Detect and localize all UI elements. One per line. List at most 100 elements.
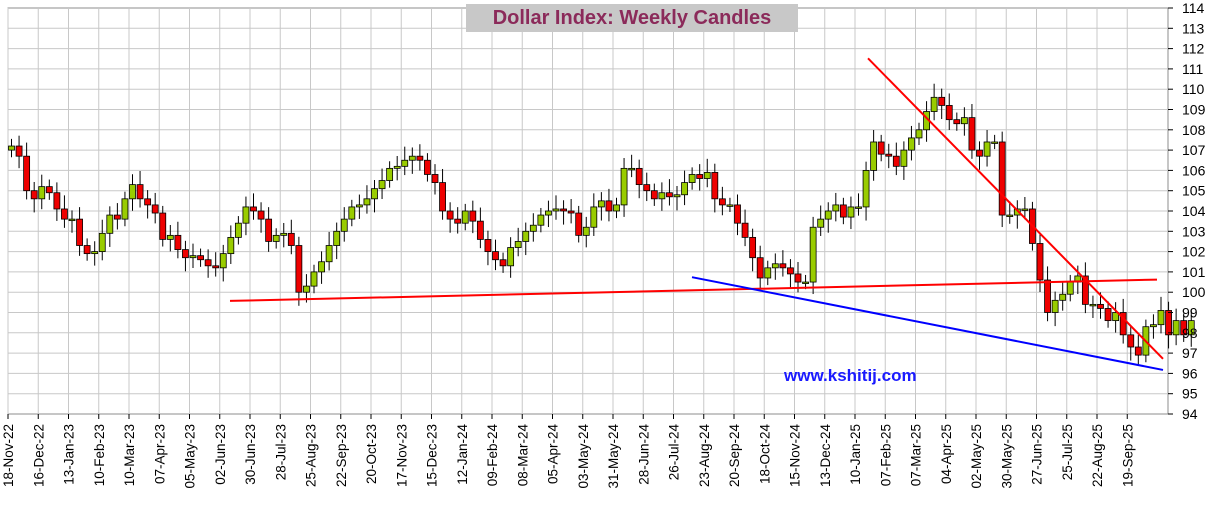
candle-down — [197, 255, 204, 261]
x-tick-label: 20-Oct-23 — [364, 424, 379, 484]
candle-up — [1157, 310, 1165, 326]
x-tick-label: 09-Feb-24 — [485, 424, 500, 487]
y-tick-label: 99 — [1182, 305, 1198, 321]
x-tick-label: 31-May-24 — [606, 424, 621, 489]
candle-up — [129, 184, 136, 200]
x-tick-label: 10-Feb-23 — [92, 424, 107, 486]
candle-down — [431, 174, 439, 183]
candle-up — [522, 230, 530, 242]
candle-up — [227, 236, 235, 255]
candle-down — [424, 159, 431, 175]
candle-up — [529, 224, 537, 232]
x-tick-label: 25-Jul-25 — [1060, 424, 1075, 480]
candle-up — [38, 186, 46, 200]
x-tick-label: 19-Sep-25 — [1120, 424, 1135, 487]
x-tick-label: 02-Jun-23 — [213, 424, 228, 485]
candle-up — [900, 149, 908, 167]
x-tick-label: 07-Apr-23 — [152, 424, 167, 484]
y-tick-label: 100 — [1182, 284, 1206, 300]
candle-down — [779, 263, 787, 269]
y-tick-label: 107 — [1182, 142, 1206, 158]
candle-down — [1119, 312, 1127, 336]
y-tick-label: 95 — [1182, 386, 1198, 402]
y-axis: 94 95 96 97 98 99 100 101 102 103 104 105 106 107 108 1… — [1168, 0, 1206, 422]
candle-up — [1172, 320, 1180, 336]
x-tick-label: 20-Sep-24 — [727, 424, 742, 488]
candle-down — [287, 232, 295, 246]
y-tick-label: 94 — [1182, 406, 1198, 422]
candle-up — [106, 214, 114, 234]
x-tick-label: 07-Mar-25 — [909, 424, 924, 486]
candle-down — [711, 172, 719, 200]
candle-up — [1112, 312, 1120, 322]
candle-up — [597, 200, 605, 208]
candle-down — [484, 239, 492, 252]
candle-up — [340, 218, 348, 232]
x-tick-label: 16-Dec-22 — [31, 424, 46, 487]
x-tick-label: 30-Jun-23 — [243, 424, 258, 485]
candle-up — [681, 182, 688, 196]
candle-down — [76, 218, 83, 246]
x-tick-label: 05-May-23 — [183, 424, 198, 489]
candle-up — [613, 204, 620, 212]
x-tick-label: 13-Jan-23 — [62, 424, 77, 485]
lower-channel-line — [691, 276, 1164, 371]
candle-down — [1104, 308, 1112, 322]
candle-up — [272, 234, 280, 242]
candle-up — [1021, 208, 1029, 211]
y-tick-label: 101 — [1182, 264, 1206, 280]
candle-up — [817, 218, 825, 228]
candle-up — [1066, 281, 1074, 295]
candle-down — [53, 192, 61, 210]
candle-down — [250, 206, 257, 212]
candle-up — [628, 167, 636, 171]
candle-up — [219, 253, 227, 269]
candle-up — [408, 155, 416, 161]
candle-up — [930, 96, 938, 112]
x-tick-label: 28-Jun-24 — [636, 424, 651, 485]
y-tick-label: 103 — [1182, 223, 1206, 239]
candle-up — [908, 137, 915, 151]
candle-up — [658, 192, 666, 200]
x-tick-label: 18-Oct-24 — [757, 424, 772, 485]
candle-down — [1097, 303, 1104, 309]
candle-up — [855, 206, 862, 209]
candle-down — [968, 117, 976, 151]
candle-down — [605, 200, 613, 212]
candle-up — [1187, 320, 1195, 336]
candle-up — [673, 194, 681, 198]
chart-grid — [7, 7, 1169, 415]
candle-down — [446, 210, 454, 220]
candle-up — [847, 206, 855, 218]
candle-down — [892, 155, 900, 167]
candle-up — [832, 204, 840, 212]
falling-resistance-line — [867, 57, 1164, 360]
candle-down — [885, 153, 893, 157]
chart-title: Dollar Index: Weekly Candles — [492, 7, 772, 29]
x-tick-label: 05-Apr-24 — [546, 424, 561, 485]
candle-up — [620, 167, 628, 206]
y-tick-label: 112 — [1182, 41, 1205, 57]
y-tick-label: 97 — [1182, 345, 1198, 361]
x-tick-label: 27-Jun-25 — [1030, 424, 1045, 485]
candle-down — [1180, 320, 1188, 336]
candle-down — [159, 212, 167, 240]
candle-down — [1036, 243, 1044, 281]
candle-up — [703, 172, 711, 179]
candle-up — [234, 222, 242, 238]
candle-down — [499, 259, 507, 267]
candle-down — [1044, 279, 1051, 313]
candle-down — [1127, 334, 1135, 348]
candle-up — [983, 141, 991, 157]
x-tick-label: 17-Nov-23 — [394, 424, 409, 487]
candle-down — [650, 190, 658, 200]
candle-up — [862, 169, 870, 208]
candle-down — [877, 141, 885, 155]
candle-down — [718, 198, 726, 206]
candle-up — [1006, 214, 1014, 217]
candle-up — [1051, 299, 1059, 313]
candle-down — [575, 212, 583, 236]
x-tick-label: 03-May-24 — [576, 424, 591, 489]
y-tick-label: 114 — [1182, 0, 1205, 16]
